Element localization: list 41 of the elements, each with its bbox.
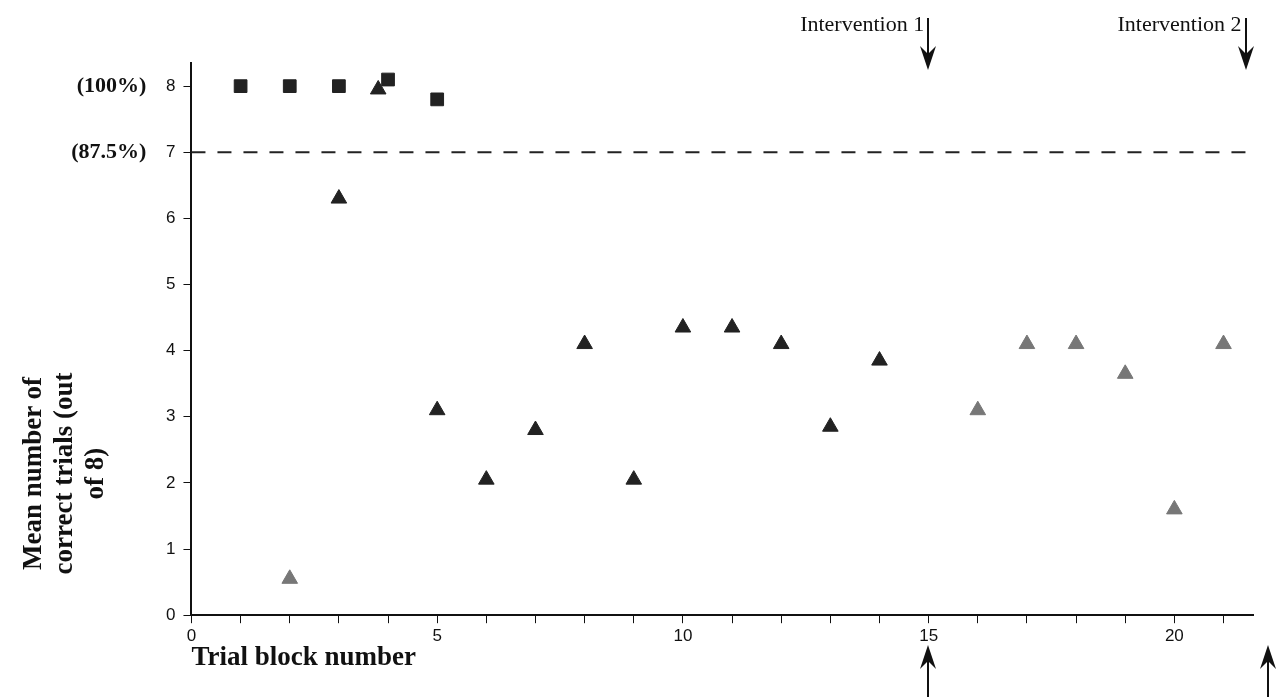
point — [576, 334, 593, 350]
point — [478, 470, 495, 485]
point — [674, 318, 692, 333]
point — [381, 72, 395, 87]
point — [527, 420, 544, 436]
point — [428, 400, 446, 416]
point — [1067, 334, 1085, 350]
y-tick-label: 7 — [165, 141, 176, 161]
point — [625, 470, 643, 485]
text: (100%) — [76, 71, 147, 97]
text: Intervention 2 — [1117, 10, 1242, 36]
point — [871, 351, 888, 366]
x-tick-label: 20 — [1164, 626, 1184, 646]
y-tick-label: 0 — [165, 604, 176, 624]
y-tick-label: 3 — [165, 406, 176, 426]
y-tick-label: 4 — [165, 340, 176, 360]
y-tick-label: 5 — [165, 274, 176, 294]
point — [430, 92, 445, 107]
x-tick-label: 15 — [919, 626, 939, 646]
text: (87.5%) — [71, 137, 147, 163]
point — [281, 569, 299, 584]
point — [969, 400, 987, 416]
point — [1116, 364, 1134, 379]
point — [233, 79, 248, 94]
y-tick-label: 8 — [165, 75, 176, 95]
point — [772, 334, 790, 350]
point — [723, 318, 741, 333]
point — [822, 417, 839, 432]
point — [282, 79, 297, 94]
point — [1215, 334, 1232, 350]
point — [1166, 499, 1183, 515]
y-axis-title: Mean number of correct trials (out of 8) — [16, 371, 110, 576]
point — [332, 79, 346, 94]
text: Intervention 1 — [800, 10, 925, 36]
y-tick-label: 1 — [165, 538, 176, 558]
x-tick-label: 10 — [673, 626, 693, 646]
y-tick-label: 2 — [165, 472, 176, 492]
x-tick-label: 5 — [432, 626, 442, 646]
y-tick-label: 6 — [165, 208, 176, 228]
point — [330, 189, 348, 204]
point — [1018, 334, 1036, 350]
